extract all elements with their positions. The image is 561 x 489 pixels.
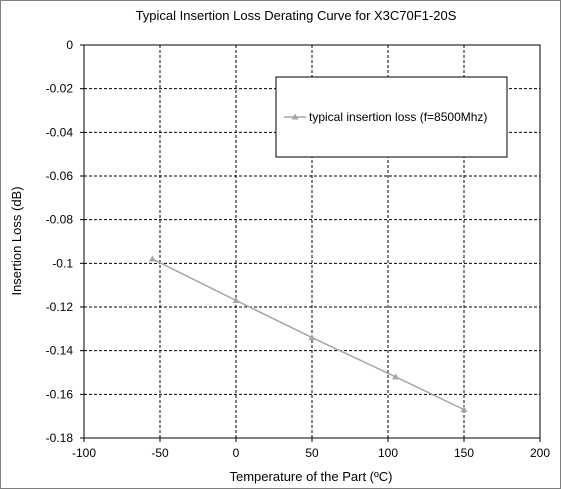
legend: typical insertion loss (f=8500Mhz): [275, 76, 508, 158]
x-tick-label: 0: [233, 446, 240, 460]
x-axis: -100 -50 0 50 100 150 200: [72, 438, 550, 460]
y-tick-label: -0.1: [52, 256, 73, 270]
y-tick-label: -0.04: [46, 125, 74, 139]
x-tick-label: 100: [378, 446, 398, 460]
y-tick-label: -0.12: [46, 300, 74, 314]
series-layer: [148, 255, 468, 413]
y-tick-label: -0.14: [46, 344, 74, 358]
data-point-marker: [232, 296, 240, 303]
x-axis-label: Temperature of the Part (ºC): [230, 469, 393, 484]
y-axis-label: Insertion Loss (dB): [9, 186, 24, 295]
x-tick-label: -50: [151, 446, 169, 460]
y-tick-label: -0.02: [46, 82, 74, 96]
legend-box: [275, 76, 508, 158]
legend-entry-label: typical insertion loss (f=8500Mhz): [309, 110, 487, 124]
y-axis: 0 -0.02 -0.04 -0.06 -0.08 -0.1 -0.12 -0.14 -0.16…: [46, 38, 84, 445]
data-point-marker: [308, 334, 316, 341]
y-tick-label: -0.08: [46, 213, 74, 227]
x-tick-label: 50: [305, 446, 319, 460]
x-tick-label: -100: [72, 446, 96, 460]
legend-marker: [291, 113, 299, 120]
data-point-marker: [460, 406, 468, 413]
data-point-marker: [148, 255, 156, 262]
x-tick-label: 200: [530, 446, 550, 460]
data-point-marker: [392, 373, 400, 380]
x-tick-label: 150: [454, 446, 474, 460]
chart-title: Typical Insertion Loss Derating Curve fo…: [136, 8, 457, 23]
y-tick-label: 0: [66, 38, 73, 52]
y-tick-label: -0.18: [46, 431, 74, 445]
y-tick-label: -0.06: [46, 169, 74, 183]
y-tick-label: -0.16: [46, 387, 74, 401]
